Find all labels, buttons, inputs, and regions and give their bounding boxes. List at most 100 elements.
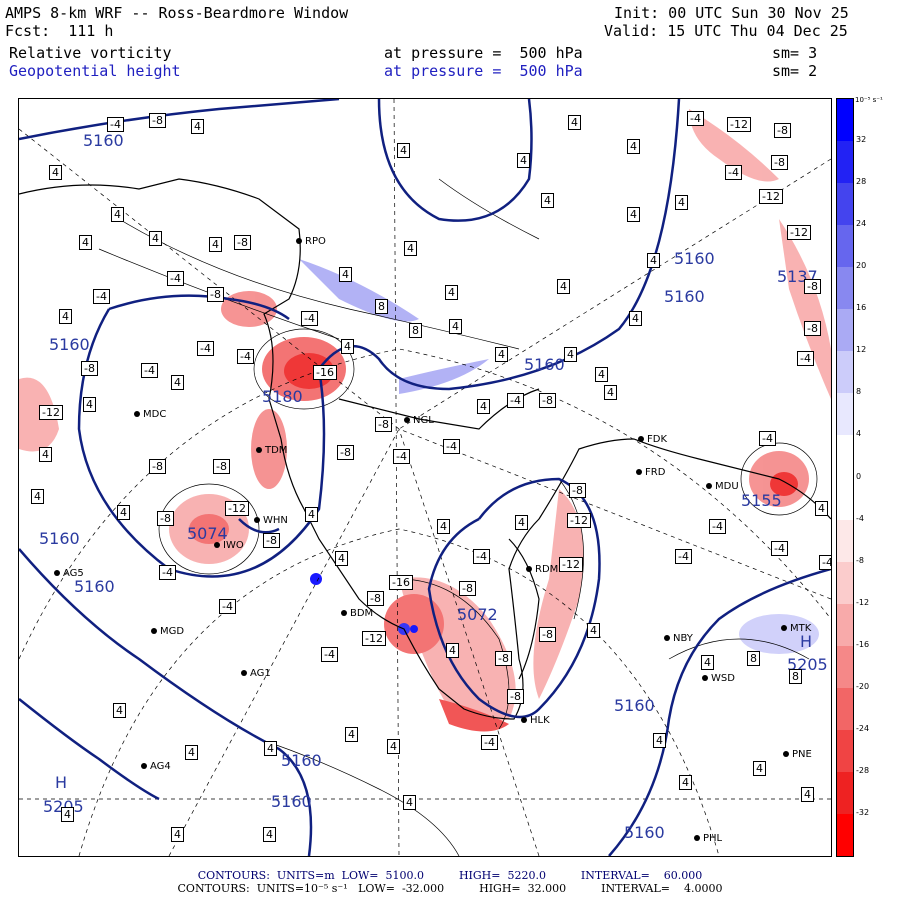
- vorticity-contour-label: 8: [409, 323, 422, 338]
- colorbar-cell: [837, 309, 853, 352]
- station-marker[interactable]: MGD: [151, 626, 184, 637]
- station-marker[interactable]: WHN: [254, 515, 288, 526]
- vorticity-contour-label: -12: [759, 189, 783, 204]
- colorbar-label: -20: [856, 681, 870, 691]
- vorticity-contour-label: -8: [539, 393, 556, 408]
- colorbar-label: 24: [856, 219, 867, 229]
- colorbar-label: -12: [856, 597, 870, 607]
- station-marker[interactable]: MDU: [706, 481, 739, 492]
- station-marker[interactable]: MTK: [781, 623, 811, 634]
- station-label: AG5: [63, 568, 84, 579]
- valid-time: Valid: 15 UTC Thu 04 Dec 25: [604, 22, 848, 40]
- station-marker[interactable]: TDM: [256, 445, 287, 456]
- station-label: AG4: [150, 761, 171, 772]
- height-contour-label: 5160: [83, 131, 124, 150]
- station-dot-icon: [706, 483, 712, 489]
- colorbar: [836, 98, 854, 857]
- station-dot-icon: [404, 417, 410, 423]
- vorticity-contour-label: 4: [185, 745, 198, 760]
- vorticity-contour-label: -4: [725, 165, 742, 180]
- vorticity-contour-label: 4: [477, 399, 490, 414]
- station-marker[interactable]: AG1: [241, 668, 271, 679]
- station-marker[interactable]: RDM: [526, 564, 558, 575]
- station-marker[interactable]: RPO: [296, 236, 326, 247]
- station-dot-icon: [694, 835, 700, 841]
- station-marker[interactable]: NBY: [664, 633, 693, 644]
- station-label: NBY: [673, 633, 693, 644]
- station-marker[interactable]: FRD: [636, 467, 665, 478]
- height-contour-label: 5160: [271, 792, 312, 811]
- height-contour-label: 5160: [624, 823, 665, 842]
- vorticity-contour-label: 4: [341, 339, 354, 354]
- height-contour-label: H: [55, 773, 68, 792]
- vorticity-contour-label: 4: [117, 505, 130, 520]
- station-marker[interactable]: BDM: [341, 608, 373, 619]
- map-panel[interactable]: 5160 5160 5160 5160 5160 5160 5160 5160 5160 5160…: [18, 98, 832, 857]
- vorticity-contour-label: 4: [403, 795, 416, 810]
- vorticity-contour-label: -8: [539, 627, 556, 642]
- height-contour-label: 5160: [49, 335, 90, 354]
- vorticity-contour-label: 4: [31, 489, 44, 504]
- station-label: HLK: [530, 715, 550, 726]
- height-contour-label: 5160: [281, 751, 322, 770]
- vorticity-contour-label: -8: [149, 459, 166, 474]
- vorticity-contour-label: 4: [595, 367, 608, 382]
- vorticity-contour-label: 4: [113, 703, 126, 718]
- station-marker[interactable]: PHL: [694, 833, 722, 844]
- vorticity-contour-label: -8: [804, 279, 821, 294]
- vorticity-contour-label: 4: [449, 319, 462, 334]
- station-marker[interactable]: HLK: [521, 715, 550, 726]
- station-marker[interactable]: PNE: [783, 749, 812, 760]
- vorticity-contour-label: -4: [167, 271, 184, 286]
- vorticity-contour-label: 4: [445, 285, 458, 300]
- vorticity-contour-label: -4: [301, 311, 318, 326]
- vorticity-contour-label: 4: [263, 827, 276, 842]
- forecast-hour: Fcst: 111 h: [5, 22, 114, 40]
- height-contour-label: H: [800, 632, 813, 651]
- colorbar-cell: [837, 225, 853, 268]
- vorticity-contour-label: -8: [207, 287, 224, 302]
- field1-level: at pressure = 500 hPa: [384, 44, 583, 62]
- vorticity-contour-label: -8: [367, 591, 384, 606]
- vorticity-contour-label: 8: [789, 669, 802, 684]
- vorticity-contour-label: -12: [39, 405, 63, 420]
- station-dot-icon: [638, 436, 644, 442]
- station-marker[interactable]: NGL: [404, 415, 434, 426]
- vorticity-contour-label: -12: [225, 501, 249, 516]
- vorticity-contour-label: 4: [171, 827, 184, 842]
- colorbar-label: -24: [856, 723, 870, 733]
- field1-smoothing: sm= 3: [772, 44, 818, 62]
- vorticity-contour-label: -8: [81, 361, 98, 376]
- vorticity-contour-label: 4: [111, 207, 124, 222]
- vorticity-contour-label: 4: [753, 761, 766, 776]
- vorticity-contour-label: -12: [727, 117, 751, 132]
- vorticity-contour-label: -8: [507, 689, 524, 704]
- colorbar-cell: [837, 435, 853, 478]
- station-label: TDM: [265, 445, 288, 456]
- field2-level: at pressure = 500 hPa: [384, 62, 583, 80]
- station-label: FRD: [645, 467, 666, 478]
- vorticity-contour-label: 4: [339, 267, 352, 282]
- station-marker[interactable]: MDC: [134, 409, 166, 420]
- station-marker[interactable]: FDK: [638, 434, 667, 445]
- station-dot-icon: [636, 469, 642, 475]
- vorticity-contour-label: 4: [39, 447, 52, 462]
- vorticity-contour-label: -12: [787, 225, 811, 240]
- station-marker[interactable]: IWO: [214, 540, 244, 551]
- station-marker[interactable]: WSD: [702, 673, 735, 684]
- map-canvas: [19, 99, 831, 856]
- colorbar-label: 32: [856, 135, 867, 145]
- vorticity-contour-label: 4: [404, 241, 417, 256]
- station-dot-icon: [254, 517, 260, 523]
- station-label: WSD: [711, 673, 735, 684]
- vorticity-contour-label: 4: [647, 253, 660, 268]
- station-marker[interactable]: AG5: [54, 568, 84, 579]
- station-marker[interactable]: AG4: [141, 761, 171, 772]
- vorticity-contour-label: -4: [321, 647, 338, 662]
- vorticity-contour-label: -4: [473, 549, 490, 564]
- colorbar-label: 0: [856, 471, 862, 481]
- height-contour-label: 5072: [457, 605, 498, 624]
- height-contour-label: 5160: [614, 696, 655, 715]
- vorticity-contour-label: 4: [517, 153, 530, 168]
- vorticity-contour-label: -8: [569, 483, 586, 498]
